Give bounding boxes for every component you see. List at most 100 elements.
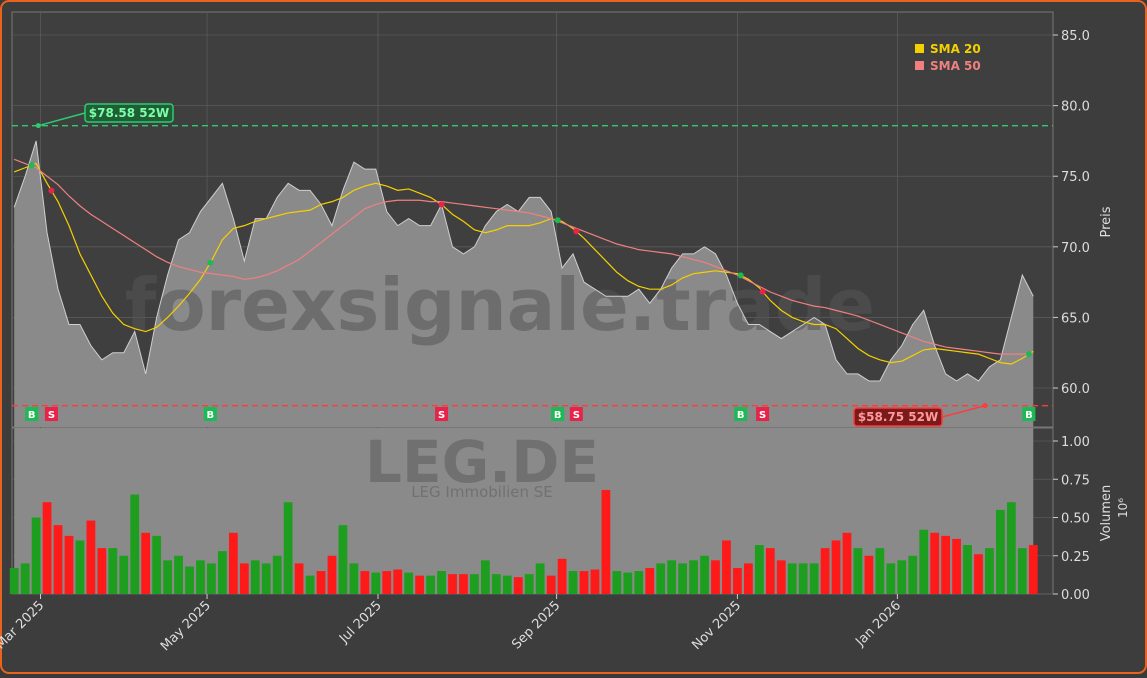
volume-bar [459,574,468,594]
volume-bar [875,548,885,594]
volume-bar [623,572,633,594]
signal-dot [573,228,580,235]
volume-bar [1006,502,1016,594]
volume-bar [382,571,392,594]
volume-bar [754,545,764,594]
volume-bar [557,558,567,594]
annotation-box [853,407,943,427]
symbol-watermark: LEG.DE [365,428,599,496]
volume-backdrop [14,428,1034,594]
volume-bar [897,560,907,594]
y-tick-label: 85.0 [1061,29,1090,44]
y-axis-label: Preis [1099,206,1114,237]
signal-dot [554,217,561,224]
volume-bar [689,560,698,594]
volume-bar [524,574,534,594]
volume-bar [678,563,688,594]
company-watermark: LEG Immobilien SE [411,483,553,501]
signal-badge [734,407,748,421]
volume-bar [919,529,929,594]
legend-label: SMA 20 [930,42,981,56]
volume-bar [743,563,753,594]
volume-bar [53,525,63,594]
volume-bar [820,548,830,594]
sma-line [13,158,1034,355]
signal-badge [569,407,583,421]
volume-bar [470,574,479,594]
volume-bar [733,567,742,594]
volume-bar [842,532,852,594]
volume-bar [9,567,19,594]
volume-bar [75,540,85,594]
signal-label: B [554,410,562,421]
volume-bar [250,560,260,594]
volume-bar [294,563,304,594]
price-area [14,140,1034,428]
volume-bar [228,532,238,594]
signal-label: S [573,410,580,421]
volume-bar [535,563,545,594]
volume-bar [502,575,512,594]
watermark: forexsignale.trade [125,263,875,347]
signal-dot [28,162,35,169]
volume-bar [305,575,315,594]
legend-swatch [915,44,924,53]
signal-label: S [438,410,445,421]
volume-bar [634,571,644,594]
volume-bar [207,563,216,594]
volume-bar [656,563,666,594]
volume-bar [787,563,797,594]
volume-bar [1017,548,1027,594]
volume-bar [985,548,994,594]
volume-tick-label: 1.00 [1061,435,1090,450]
signal-label: B [28,410,36,421]
y-tick-label: 80.0 [1061,100,1090,115]
volume-bar [765,548,775,594]
volume-bar [448,574,457,594]
price-area-group [14,140,1034,594]
signal-badge [203,407,217,421]
volume-bar [108,548,118,594]
volume-bar [20,563,30,594]
volume-scale-label: 10⁶ [1116,498,1130,518]
volume-bar [31,517,41,594]
volume-tick-label: 0.25 [1061,550,1090,565]
volume-tick-label: 0.00 [1061,588,1090,603]
volume-bar [853,548,863,594]
volume-bar [1028,545,1038,594]
volume-bar [590,569,600,594]
volume-bar [612,571,622,594]
annotation-box [84,103,174,123]
volume-bar [239,563,249,594]
y-tick-label: 60.0 [1061,382,1090,397]
volume-bar [42,502,52,594]
volume-bar [974,554,983,594]
volume-axis-label: Volumen [1099,485,1114,542]
volume-bar [163,560,172,594]
volume-bar [426,575,435,594]
volume-bar [776,560,786,594]
signal-badge [44,407,58,421]
volume-bar [349,563,359,594]
signal-badge [551,407,565,421]
volume-bar [152,535,162,594]
signal-dot [207,259,214,266]
signal-dot [759,288,766,295]
y-tick-label: 75.0 [1061,170,1090,185]
signal-badge [756,407,770,421]
volume-bar [404,572,414,594]
annotation-label: $78.58 52W [89,106,169,120]
signal-badge [1022,407,1036,421]
volume-bar [546,575,556,594]
volume-tick-label: 0.75 [1061,473,1090,488]
volume-bar [283,502,293,594]
volume-bar [437,571,446,594]
y-tick-label: 70.0 [1061,241,1090,256]
volume-bar [261,563,271,594]
signal-dot [438,201,445,208]
signal-badge [25,407,39,421]
volume-bar [130,494,140,594]
arrow-head [982,403,988,409]
volume-bar [174,555,183,594]
